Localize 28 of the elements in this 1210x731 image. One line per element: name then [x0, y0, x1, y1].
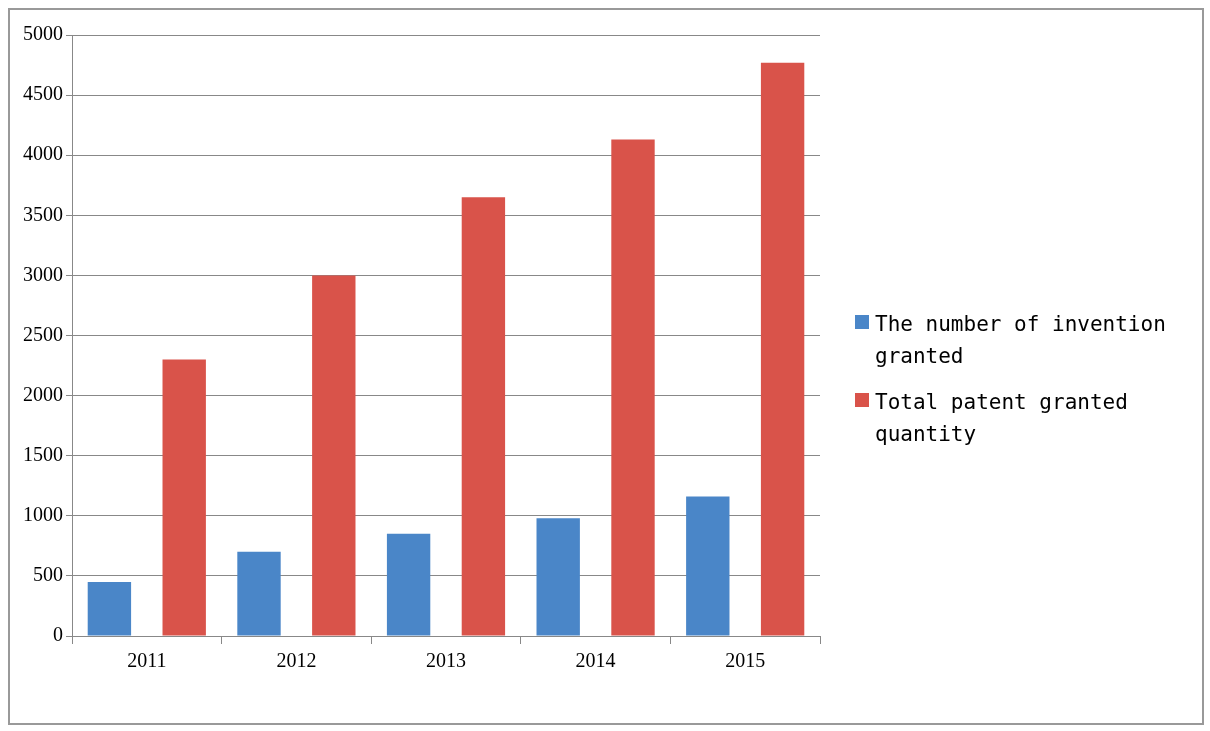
- bar: [686, 496, 730, 636]
- bar: [312, 275, 356, 636]
- bar: [461, 197, 506, 636]
- y-tick-label: 3500: [23, 202, 63, 225]
- y-tick-label: 1500: [23, 442, 63, 465]
- x-tick-label: 2014: [575, 649, 616, 672]
- y-tick-label: 4000: [23, 142, 63, 165]
- bar: [162, 359, 206, 636]
- bar: [611, 139, 655, 636]
- y-tick-label: 4500: [23, 82, 63, 105]
- bar: [536, 518, 580, 636]
- y-tick-label: 2500: [23, 322, 63, 345]
- legend-label: The number of invention granted: [875, 311, 1167, 370]
- x-tick-label: 2011: [127, 649, 167, 672]
- y-tick-label: 1000: [23, 503, 63, 526]
- bar: [87, 581, 132, 636]
- y-tick-label: 2000: [23, 382, 63, 405]
- bar: [237, 551, 281, 636]
- x-tick-label: 2012: [276, 649, 317, 672]
- bar: [760, 62, 805, 636]
- y-tick-label: 3000: [23, 262, 63, 285]
- y-tick-label: 5000: [23, 22, 63, 45]
- bar: [386, 533, 431, 636]
- y-tick-label: 0: [53, 623, 63, 646]
- x-tick-label: 2015: [725, 649, 766, 672]
- legend-label: Total patent granted quantity: [875, 389, 1129, 448]
- y-tick-label: 500: [33, 563, 63, 586]
- x-tick-label: 2013: [426, 649, 466, 672]
